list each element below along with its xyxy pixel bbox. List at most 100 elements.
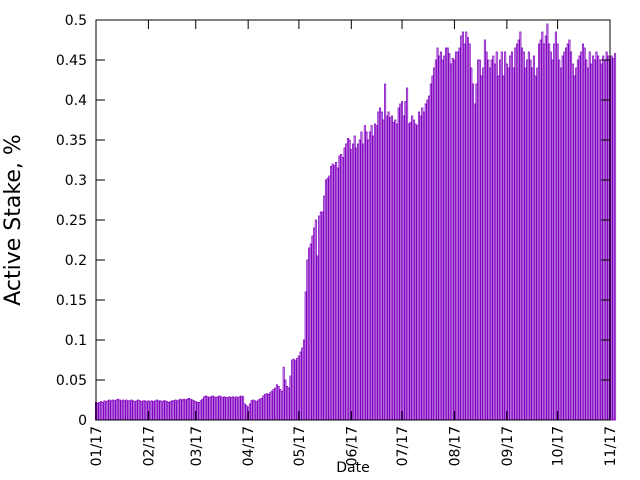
- bar: [602, 55, 605, 421]
- bar: [456, 51, 459, 421]
- bar: [380, 111, 383, 421]
- bar: [485, 51, 488, 421]
- bar: [521, 47, 524, 421]
- bar: [581, 43, 584, 421]
- y-tick-label: 0.1: [65, 333, 87, 349]
- bar: [390, 115, 393, 421]
- bar: [448, 53, 451, 421]
- bar: [324, 179, 327, 421]
- bar: [237, 397, 240, 421]
- bar: [255, 401, 258, 421]
- bar: [451, 58, 454, 421]
- bar: [536, 67, 539, 421]
- bar: [592, 55, 595, 421]
- bar: [221, 397, 224, 421]
- bar: [363, 125, 366, 421]
- x-tick-label: 07/17: [395, 426, 411, 466]
- bar: [122, 399, 125, 421]
- bar: [561, 55, 564, 421]
- bar: [379, 107, 382, 421]
- bar: [100, 401, 103, 421]
- bar: [216, 396, 219, 421]
- bar: [177, 399, 180, 421]
- bar: [375, 125, 378, 421]
- bar: [372, 135, 375, 421]
- bar: [226, 397, 229, 421]
- bar: [208, 397, 211, 421]
- bar: [526, 59, 529, 421]
- bar: [184, 399, 187, 421]
- bar: [308, 247, 311, 421]
- bar: [358, 139, 361, 421]
- bar: [306, 259, 309, 421]
- bar: [248, 403, 251, 421]
- bar: [225, 397, 228, 421]
- bar: [595, 51, 598, 421]
- bar: [556, 43, 559, 421]
- bar: [209, 396, 212, 421]
- bar: [174, 399, 177, 421]
- bar: [460, 35, 463, 421]
- bar: [426, 99, 429, 421]
- bar: [286, 385, 289, 421]
- bar: [368, 131, 371, 421]
- bar: [490, 59, 493, 421]
- bar: [419, 115, 422, 421]
- bar: [265, 393, 268, 421]
- bar: [348, 139, 351, 421]
- bar: [370, 125, 373, 421]
- bar: [142, 400, 145, 421]
- bar: [587, 67, 590, 421]
- bar: [483, 39, 486, 421]
- bar: [319, 211, 322, 421]
- bar: [431, 75, 434, 421]
- bar: [373, 123, 376, 421]
- bar: [169, 401, 172, 421]
- y-tick-label: 0.15: [56, 293, 87, 309]
- bar: [144, 400, 147, 421]
- bar: [554, 31, 557, 421]
- bar: [438, 55, 441, 421]
- bar: [162, 400, 165, 421]
- bar: [585, 59, 588, 421]
- bar: [444, 47, 447, 421]
- bar: [284, 379, 287, 421]
- bar: [446, 47, 449, 421]
- bar: [157, 400, 160, 421]
- bar: [395, 123, 398, 421]
- bar: [167, 401, 170, 421]
- bar: [519, 31, 522, 421]
- x-tick-label: 03/17: [189, 426, 205, 466]
- bar: [409, 122, 412, 421]
- bar: [610, 55, 613, 421]
- bar: [450, 63, 453, 421]
- bar: [108, 399, 111, 421]
- bar: [494, 63, 497, 421]
- bar: [566, 43, 569, 421]
- bar: [537, 43, 540, 421]
- bar: [546, 23, 549, 421]
- bar: [607, 55, 610, 421]
- bar: [113, 400, 116, 421]
- bar: [275, 384, 278, 421]
- bar: [138, 400, 141, 421]
- bar: [548, 43, 551, 421]
- bar: [204, 395, 207, 421]
- bar: [578, 55, 581, 421]
- bar: [116, 398, 119, 421]
- bar: [159, 400, 162, 421]
- bar: [505, 63, 508, 421]
- bar: [416, 125, 419, 421]
- bar: [531, 67, 534, 421]
- bar: [279, 389, 282, 421]
- bar: [313, 227, 316, 421]
- bar: [600, 63, 603, 421]
- bar: [424, 103, 427, 421]
- bar: [357, 143, 360, 421]
- bar: [492, 55, 495, 421]
- bar: [292, 358, 295, 421]
- bar: [257, 399, 260, 421]
- x-tick-label: 10/17: [551, 426, 567, 466]
- bar: [333, 165, 336, 421]
- bar: [340, 153, 343, 421]
